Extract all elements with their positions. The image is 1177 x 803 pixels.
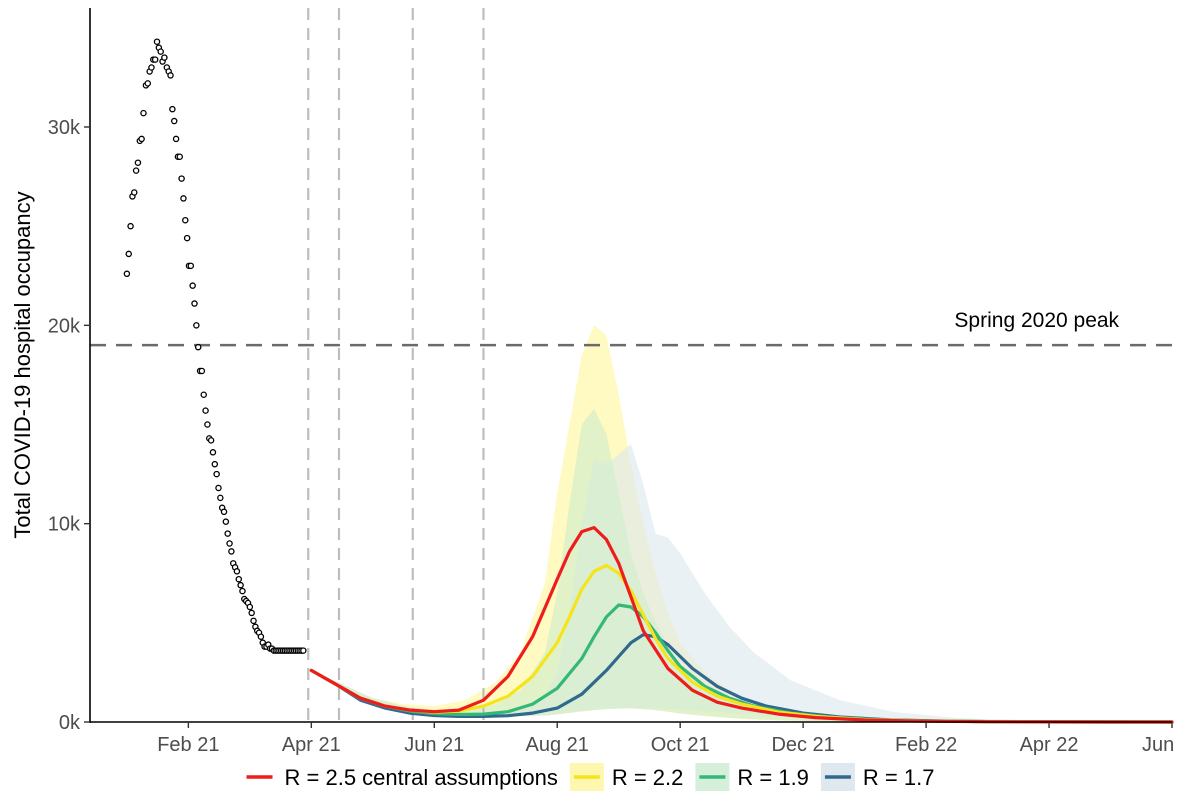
legend-label: R = 2.2: [612, 765, 684, 790]
observed-point: [211, 460, 219, 468]
observed-point: [151, 56, 159, 63]
vertical-reference-lines: [307, 8, 485, 722]
y-axis-title: Total COVID-19 hospital occupancy: [10, 191, 35, 538]
observed-point: [224, 530, 231, 537]
y-tick-label: 30k: [48, 117, 81, 139]
observed-point: [127, 222, 134, 230]
observed-point: [222, 518, 230, 525]
x-tick-label: Apr 22: [1020, 734, 1079, 756]
observed-point: [183, 234, 191, 242]
observed-point: [237, 581, 244, 589]
legend-label: R = 2.5 central assumptions: [285, 765, 558, 790]
observed-point: [180, 195, 187, 202]
observed-point: [182, 216, 189, 224]
observed-point: [217, 494, 224, 502]
observed-point: [123, 270, 131, 278]
y-tick-label: 0k: [59, 712, 81, 734]
band-17: [311, 444, 1172, 722]
observed-point: [170, 117, 178, 125]
observed-point: [148, 64, 155, 71]
x-tick-label: Feb 21: [157, 734, 219, 756]
x-tick-label: Feb 22: [895, 734, 957, 756]
x-tick-label: Apr 21: [282, 734, 341, 756]
confidence-bands: [311, 325, 1172, 722]
series-lines: [309, 525, 1174, 724]
observed-point: [213, 470, 220, 478]
observed-point: [153, 38, 161, 45]
x-tick-label: Dec 21: [771, 734, 834, 756]
observed-point: [169, 105, 176, 113]
observed-point: [215, 484, 222, 492]
peak-reference-label: Spring 2020 peak: [954, 309, 1119, 332]
observed-point: [257, 633, 265, 640]
observed-point: [194, 343, 202, 351]
observed-points: [123, 38, 307, 654]
observed-point: [167, 72, 174, 79]
observed-point: [226, 540, 233, 547]
observed-point: [228, 548, 235, 555]
legend-item-2: R = 2.2: [569, 763, 684, 791]
observed-point: [131, 189, 138, 196]
y-tick-label: 20k: [48, 315, 81, 337]
x-tick-label: Oct 21: [651, 734, 710, 756]
observed-point: [161, 54, 168, 61]
axes: 0k 10k 20k 30k Feb 21 Apr 21 Jun 21 Aug 21 Oct 2…: [48, 8, 1177, 756]
x-tick-label: Jun 21: [404, 734, 464, 756]
observed-point: [233, 568, 241, 575]
observed-point: [204, 421, 211, 428]
observed-point: [246, 603, 254, 611]
observed-point: [239, 587, 246, 595]
observed-point: [138, 135, 145, 143]
observed-point: [200, 391, 207, 398]
observed-point: [157, 48, 164, 55]
observed-point: [250, 617, 257, 625]
observed-point: [202, 407, 209, 414]
legend-item-3: R = 1.9: [695, 763, 809, 791]
x-tick-label: Jun 22: [1142, 734, 1177, 756]
observed-point: [187, 262, 195, 270]
observed-point: [235, 575, 243, 583]
series-line-25: [309, 525, 1174, 724]
observed-point: [134, 159, 142, 166]
legend-item-4: R = 1.7: [820, 763, 935, 791]
x-tick-label: Aug 21: [526, 734, 589, 756]
observed-point: [178, 175, 185, 182]
y-tick-label: 10k: [48, 514, 81, 536]
observed-point: [300, 647, 307, 654]
observed-point: [209, 449, 217, 456]
observed-point: [193, 322, 200, 329]
legend: R = 2.5 central assumptions R = 2.2 R = 1.…: [242, 763, 935, 791]
legend-label: R = 1.9: [737, 765, 809, 790]
observed-point: [172, 135, 180, 143]
observed-point: [220, 508, 228, 516]
observed-point: [144, 80, 152, 87]
observed-point: [176, 153, 184, 160]
legend-item-1: R = 2.5 central assumptions: [242, 763, 558, 791]
observed-point: [207, 437, 215, 444]
observed-point: [248, 609, 255, 617]
observed-point: [189, 282, 196, 289]
observed-point: [125, 250, 132, 258]
observed-point: [191, 300, 198, 307]
legend-label: R = 1.7: [863, 765, 935, 790]
observed-point: [140, 109, 147, 117]
observed-point: [198, 367, 206, 375]
observed-point: [132, 167, 140, 174]
